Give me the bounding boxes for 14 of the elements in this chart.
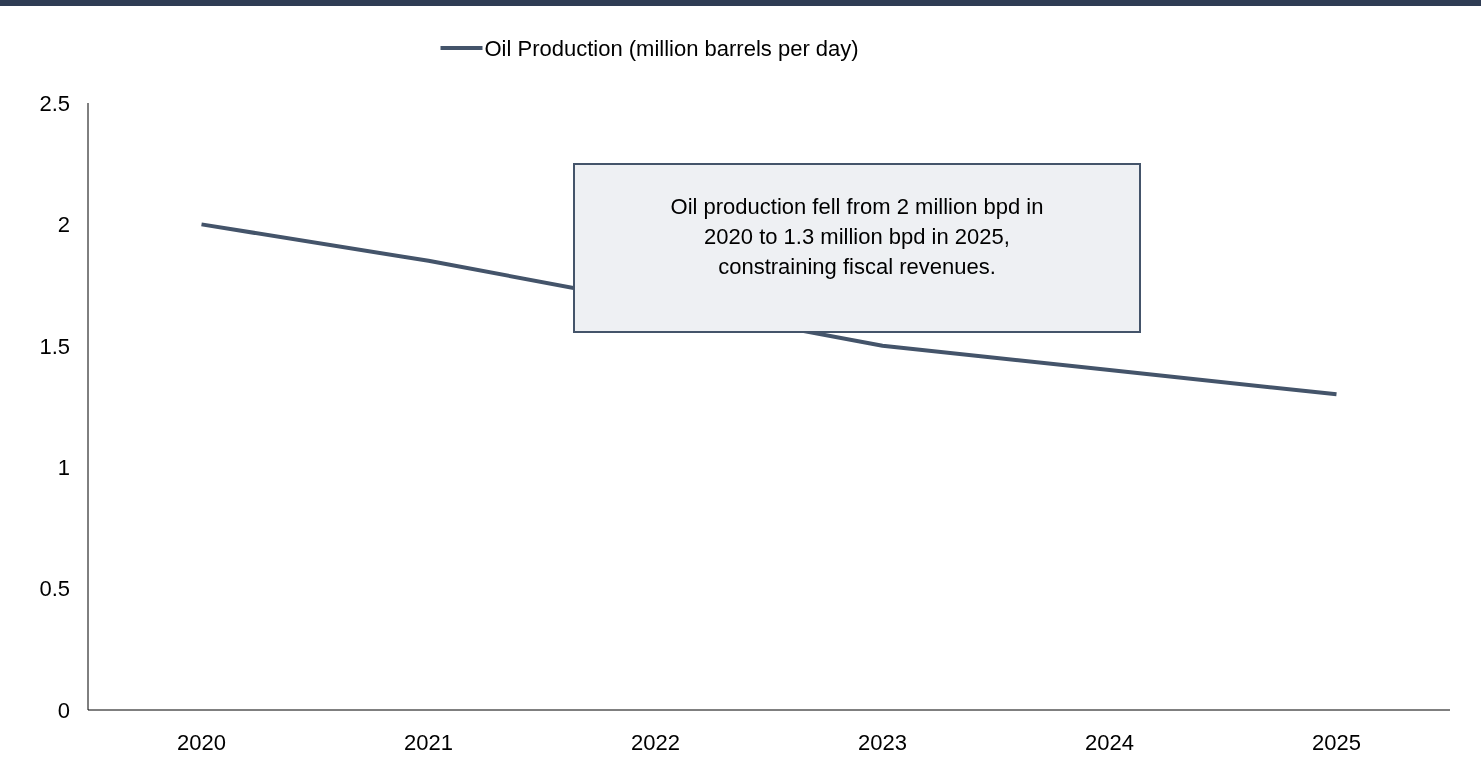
- x-tick-label: 2020: [177, 730, 226, 755]
- y-tick-label: 1.5: [39, 333, 70, 359]
- y-tick-label: 0.5: [39, 576, 70, 602]
- y-tick-label: 1: [57, 454, 70, 480]
- x-tick-label: 2022: [631, 730, 680, 755]
- x-tick-label: 2021: [404, 730, 453, 755]
- annotation: Oil production fell from 2 million bpd in 2020 to 1.3 million bpd in 2025, constraining fiscal revenues.: [670, 194, 1044, 279]
- x-tick-label: 2023: [858, 730, 907, 755]
- x-tick-label: 2024: [1085, 730, 1134, 755]
- y-tick-label: 2: [57, 212, 70, 238]
- y-tick-label: 2.5: [39, 90, 70, 116]
- x-tick-label: 2025: [1312, 730, 1361, 755]
- y-tick-label: 0: [57, 697, 70, 723]
- legend-label: Oil Production (million barrels per day): [484, 35, 859, 61]
